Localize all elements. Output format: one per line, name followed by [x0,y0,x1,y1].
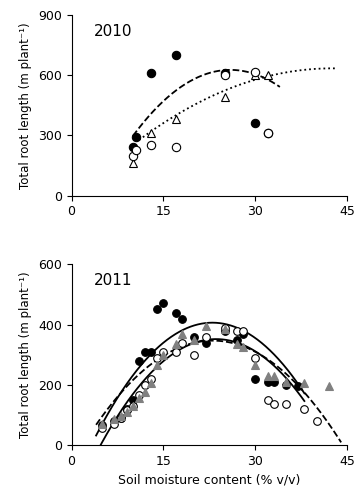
Text: 2011: 2011 [94,274,132,288]
Text: 2010: 2010 [94,24,132,39]
Y-axis label: Total root length (m plant⁻¹): Total root length (m plant⁻¹) [19,22,33,188]
Y-axis label: Total root length (m plant⁻¹): Total root length (m plant⁻¹) [19,272,33,438]
X-axis label: Soil moisture content (% v/v): Soil moisture content (% v/v) [118,474,301,486]
